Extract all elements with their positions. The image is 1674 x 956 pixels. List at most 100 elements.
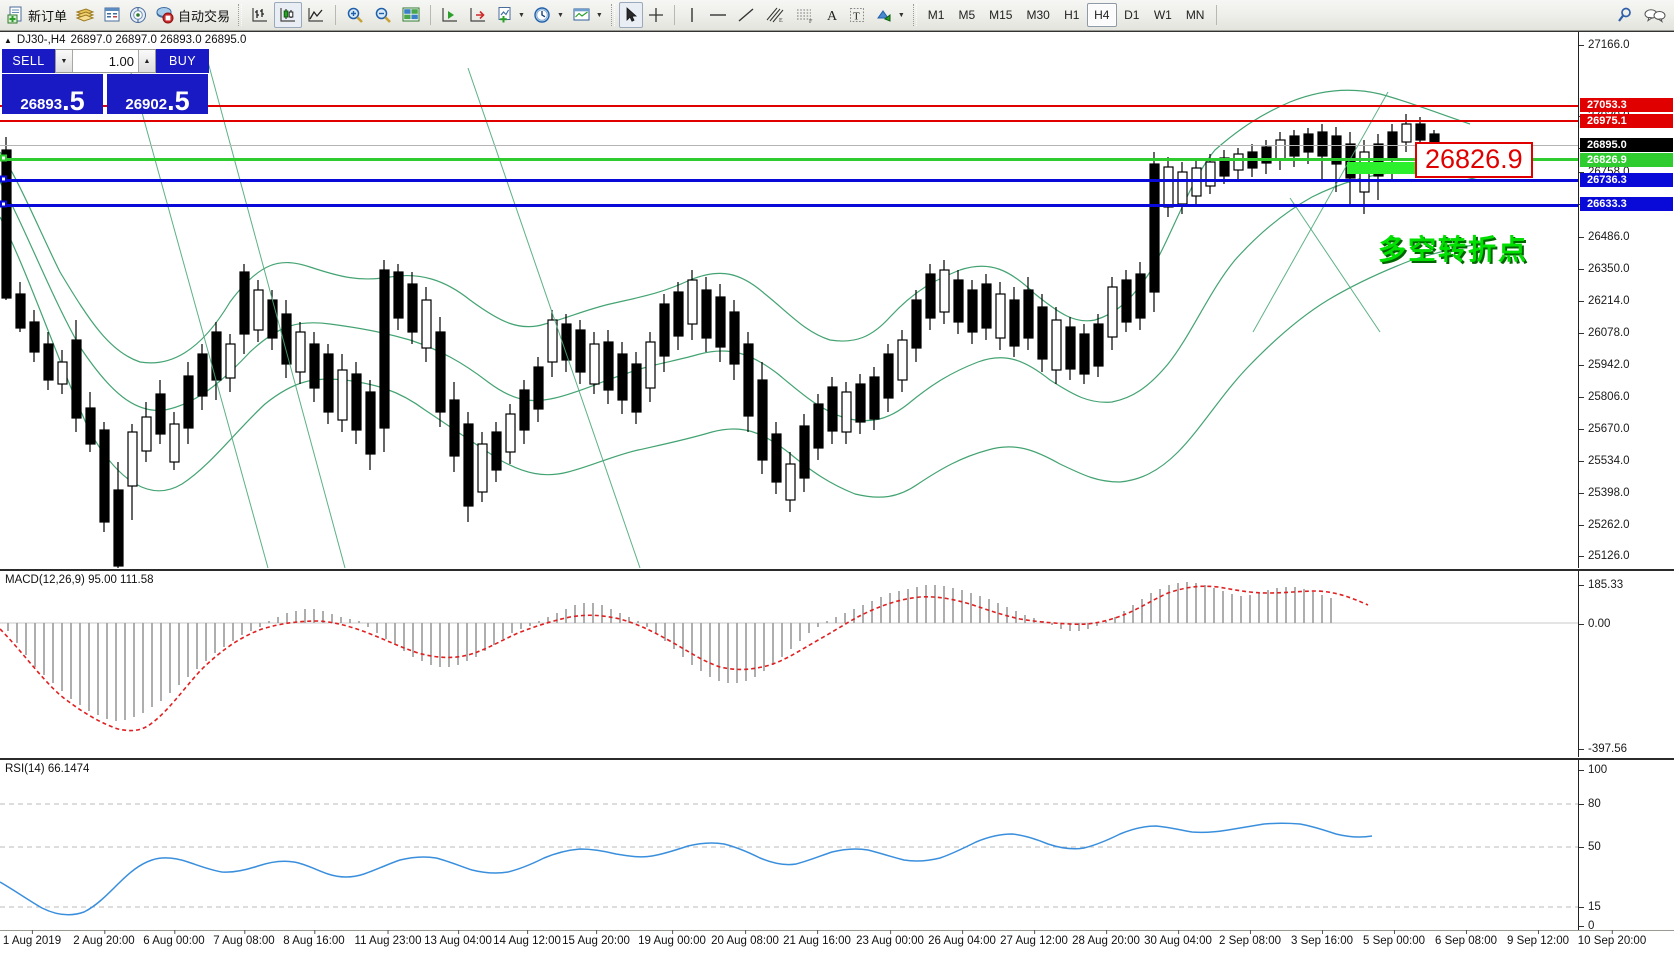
rsi-plot[interactable]: RSI(14) 66.1474 [0,760,1578,930]
new-order-label: 新订单 [28,8,68,24]
profiles-button[interactable] [71,2,99,28]
search-icon [1615,6,1635,24]
macd-plot[interactable]: MACD(12,26,9) 95.00 111.58 [0,571,1578,757]
price-tick-15: 25126.0 [1579,550,1630,562]
toolbar-separator [238,4,243,26]
time-tick-17: 2 Sep 08:00 [1218,930,1282,947]
chart-frame: ▲ DJ30-,H4 26897.0 26897.0 26893.0 26895… [0,31,1674,956]
price-tick-9: 25942.0 [1579,359,1630,371]
support-line-26736[interactable] [0,179,1578,182]
price-tick-5: 26486.0 [1579,231,1630,243]
price-tag-resistance-1[interactable]: 27053.3 [1580,98,1673,112]
chevron-down-icon-4[interactable]: ▼ [897,11,905,19]
price-axis[interactable]: 27166.0 27030.0 26894.0 26758.0 26622.0 … [1578,32,1674,568]
support-line-26633[interactable] [0,204,1578,207]
vertical-line-button[interactable] [680,2,704,28]
zoom-out-button[interactable] [369,2,397,28]
rsi-tick-0: 100 [1579,764,1607,776]
text-label-button[interactable]: T [844,2,870,28]
buy-button[interactable]: BUY [156,49,209,73]
price-callout-box[interactable]: 26826.9 [1415,142,1533,179]
volume-increment-icon[interactable]: ▲ [138,50,155,72]
chat-button[interactable] [1639,2,1671,28]
chat-icon [1643,6,1667,24]
tf-m30[interactable]: M30 [1026,8,1050,22]
crosshair-button[interactable] [643,2,669,28]
new-order-button[interactable]: 新订单 [3,2,71,28]
tf-mn[interactable]: MN [1185,8,1205,22]
time-axis[interactable]: 1 Aug 2019 2 Aug 20:00 6 Aug 00:00 7 Aug… [0,930,1674,956]
line-chart-button[interactable] [302,2,330,28]
rsi-axis[interactable]: 100 80 50 15 0 [1578,760,1674,932]
sell-price-int: 26893 [20,96,63,113]
volume-value[interactable]: 1.00 [108,53,134,69]
text-button[interactable]: A [820,2,844,28]
buy-price-display[interactable]: 26902 .5 [107,74,208,114]
rsi-tick-3: 15 [1579,901,1601,913]
resistance-line-27053[interactable] [0,105,1578,107]
price-tag-support-1[interactable]: 26736.3 [1580,173,1673,187]
chevron-down-icon[interactable]: ▼ [518,11,525,19]
main-toolbar: 新订单 [0,0,1674,31]
price-pane[interactable]: ▲ DJ30-,H4 26897.0 26897.0 26893.0 26895… [0,32,1674,568]
toolbar-divider-3 [673,5,675,25]
price-tick-8: 26078.0 [1579,327,1630,339]
macd-pane[interactable]: MACD(12,26,9) 95.00 111.58 [0,569,1674,757]
resistance-line-26975[interactable] [0,120,1578,122]
rsi-pane[interactable]: RSI(14) 66.1474 100 80 50 15 0 [0,758,1674,932]
price-tag-support-2[interactable]: 26633.3 [1580,197,1673,211]
entry-line-26826[interactable] [0,158,1578,161]
price-tag-current-bid[interactable]: 26895.0 [1580,138,1673,152]
price-tag-entry[interactable]: 26826.9 [1580,153,1673,167]
auto-trading-button[interactable]: 自动交易 [151,2,234,28]
sell-price-display[interactable]: 26893 .5 [2,74,103,114]
sell-button[interactable]: SELL [2,49,55,73]
chevron-down-icon-2[interactable]: ▼ [556,11,564,19]
fibonacci-retracement-button[interactable]: F [790,2,820,28]
chart-shift-button[interactable] [436,2,464,28]
equidistant-channel-button[interactable]: E [760,2,790,28]
entry-zone-highlight[interactable] [1347,162,1437,174]
tf-h4[interactable]: H4 [1086,3,1117,27]
entry-line-handle[interactable] [0,154,7,162]
templates-button[interactable]: ▼ [568,2,607,28]
volume-stepper[interactable]: ▼ 1.00 ▲ [55,49,156,73]
indicators-button[interactable]: ▼ [492,2,529,28]
support-handle-1[interactable] [0,175,7,183]
price-tag-resistance-2[interactable]: 26975.1 [1580,114,1673,128]
search-button[interactable] [1611,2,1639,28]
turning-point-annotation[interactable]: 多空转折点 [1378,234,1529,265]
price-tick-11: 25670.0 [1579,423,1630,435]
time-tick-15: 28 Aug 20:00 [1072,930,1140,947]
shapes-button[interactable]: ▼ [870,2,909,28]
periods-button[interactable]: ▼ [529,2,568,28]
cursor-button[interactable] [618,2,643,28]
navigator-button[interactable] [125,2,151,28]
one-click-trading-panel[interactable]: SELL ▼ 1.00 ▲ BUY 26893 .5 [2,49,209,114]
cursor-icon [623,6,639,24]
volume-decrement-icon[interactable]: ▼ [56,50,73,72]
macd-axis[interactable]: 185.33 0.00 -397.56 [1578,571,1674,757]
indicators-icon [496,6,514,24]
tf-m5[interactable]: M5 [958,8,976,22]
market-watch-button[interactable] [99,2,125,28]
price-tick-10: 25806.0 [1579,391,1630,403]
price-plot[interactable]: ▲ DJ30-,H4 26897.0 26897.0 26893.0 26895… [0,32,1578,568]
tf-w1[interactable]: W1 [1153,8,1172,22]
tf-d1[interactable]: D1 [1124,8,1140,22]
collapse-triangle-icon[interactable]: ▲ [4,35,12,45]
trendline-icon [736,6,756,24]
trendline-button[interactable] [732,2,760,28]
support-handle-2[interactable] [0,200,7,208]
candlestick-chart-button[interactable] [274,2,303,28]
macd-title: MACD(12,26,9) 95.00 111.58 [5,574,154,586]
tile-windows-button[interactable] [397,2,425,28]
tf-h1[interactable]: H1 [1064,8,1080,22]
horizontal-line-button[interactable] [704,2,732,28]
chevron-down-icon-3[interactable]: ▼ [595,11,603,19]
auto-scroll-button[interactable] [464,2,492,28]
tf-m1[interactable]: M1 [927,8,945,22]
zoom-in-button[interactable] [341,2,369,28]
tf-m15[interactable]: M15 [989,8,1013,22]
bar-chart-button[interactable] [246,2,274,28]
